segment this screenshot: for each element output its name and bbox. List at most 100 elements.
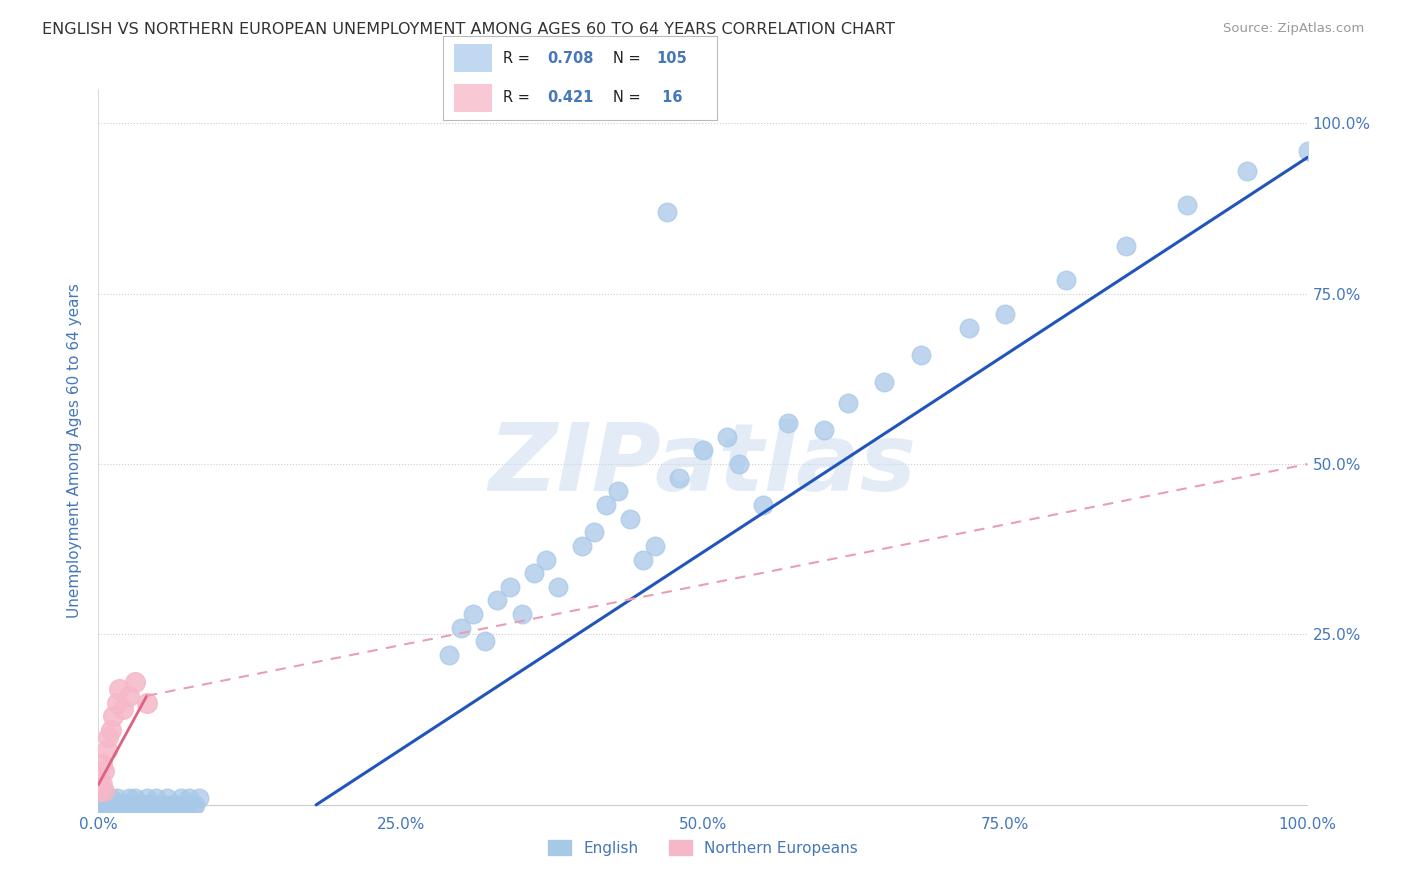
Point <box>120 797 142 812</box>
Point <box>114 797 136 812</box>
Point <box>1296 144 1319 158</box>
Point <box>105 797 128 812</box>
Point <box>668 471 690 485</box>
Point <box>1054 273 1077 287</box>
Point <box>153 797 176 812</box>
Point <box>132 797 155 812</box>
Point <box>134 797 156 812</box>
Point <box>124 791 146 805</box>
Point <box>91 777 114 791</box>
Point <box>97 797 120 812</box>
Point <box>93 784 115 798</box>
Point <box>184 797 207 812</box>
Point <box>957 320 980 334</box>
Point <box>93 791 115 805</box>
Point <box>118 689 141 703</box>
Point <box>135 696 157 710</box>
Point <box>143 797 166 812</box>
Point <box>100 797 122 812</box>
Point <box>135 797 157 812</box>
Point <box>96 797 118 812</box>
Point <box>108 797 131 812</box>
Point <box>728 457 751 471</box>
Point <box>142 797 165 812</box>
Point <box>111 797 134 812</box>
Point <box>110 797 132 812</box>
Point <box>93 764 115 778</box>
Point <box>118 791 141 805</box>
Point <box>135 791 157 805</box>
Point <box>813 423 835 437</box>
Point <box>121 797 143 812</box>
Point <box>474 634 496 648</box>
Point <box>162 797 184 812</box>
Point <box>100 723 122 737</box>
Point <box>450 621 472 635</box>
Point <box>97 730 120 744</box>
Point <box>101 709 124 723</box>
Point <box>97 797 120 812</box>
Point <box>87 797 110 812</box>
Point <box>111 702 134 716</box>
Point <box>181 797 204 812</box>
Point <box>124 797 146 812</box>
Point <box>103 797 125 812</box>
Point <box>571 539 593 553</box>
Point <box>87 784 110 798</box>
Point <box>87 797 110 812</box>
Text: 16: 16 <box>657 90 682 105</box>
Point <box>837 396 859 410</box>
Point <box>752 498 775 512</box>
Point <box>87 797 110 812</box>
Point <box>486 593 509 607</box>
Point <box>631 552 654 566</box>
Point <box>776 416 799 430</box>
Point <box>87 771 110 785</box>
Point <box>595 498 617 512</box>
Text: Source: ZipAtlas.com: Source: ZipAtlas.com <box>1223 22 1364 36</box>
Bar <box>454 84 492 112</box>
Point <box>96 797 118 812</box>
Legend: English, Northern Europeans: English, Northern Europeans <box>543 834 863 862</box>
Point <box>87 797 110 812</box>
Point <box>139 797 162 812</box>
Point <box>619 511 641 525</box>
Point <box>100 791 122 805</box>
Bar <box>454 44 492 72</box>
Point <box>994 307 1017 321</box>
Point <box>107 797 129 812</box>
Point <box>96 791 118 805</box>
Text: N =: N = <box>613 90 645 105</box>
Point <box>115 797 138 812</box>
Point <box>607 484 630 499</box>
Point <box>498 580 520 594</box>
Point <box>1115 239 1137 253</box>
Point <box>644 539 666 553</box>
Point <box>93 797 115 812</box>
Point <box>873 376 896 390</box>
Text: 0.421: 0.421 <box>547 90 593 105</box>
Point <box>547 580 569 594</box>
Point <box>105 696 128 710</box>
Point <box>463 607 485 621</box>
Point <box>87 797 110 812</box>
Text: 0.708: 0.708 <box>547 51 593 66</box>
Point <box>692 443 714 458</box>
Text: R =: R = <box>503 90 534 105</box>
Point <box>716 430 738 444</box>
Point <box>172 797 194 812</box>
Point <box>179 791 201 805</box>
Point <box>145 791 167 805</box>
Point <box>101 797 124 812</box>
Point <box>160 797 183 812</box>
Point <box>93 797 115 812</box>
Y-axis label: Unemployment Among Ages 60 to 64 years: Unemployment Among Ages 60 to 64 years <box>67 283 83 618</box>
Point <box>176 797 198 812</box>
Point <box>1175 198 1198 212</box>
Point <box>96 743 118 757</box>
Point <box>583 525 606 540</box>
Text: N =: N = <box>613 51 645 66</box>
Point <box>87 797 110 812</box>
Point <box>87 797 110 812</box>
Point <box>910 348 932 362</box>
